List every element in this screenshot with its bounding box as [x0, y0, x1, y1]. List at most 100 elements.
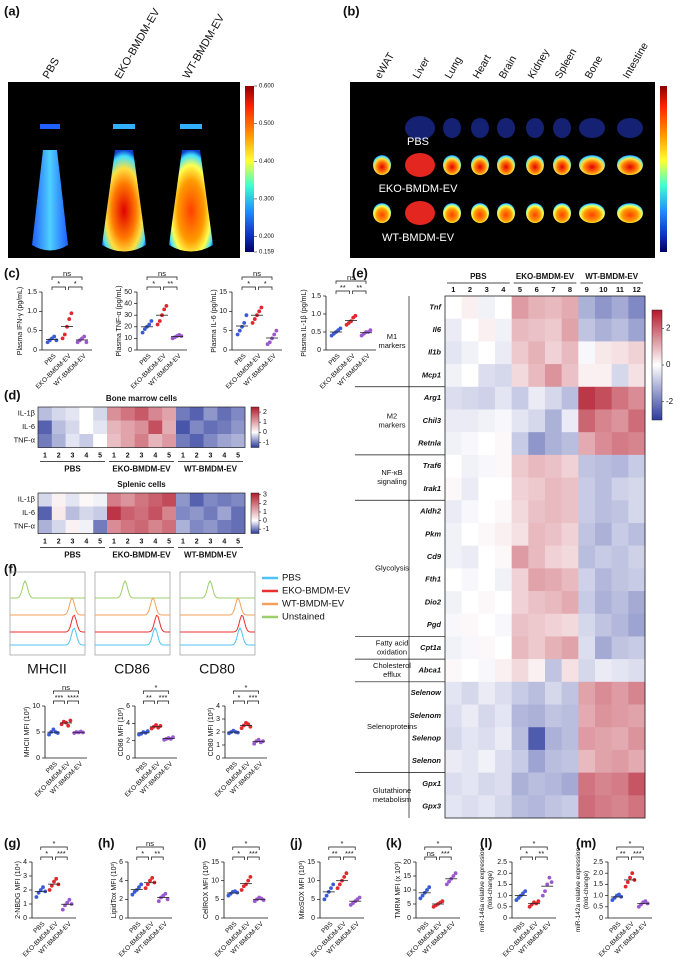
heatmap-cell [107, 520, 122, 534]
heatmap-cell [511, 500, 529, 524]
heatmap-cell [578, 591, 596, 615]
column-number: 1 [181, 452, 185, 459]
sig-bracket [151, 856, 164, 860]
column-number: 5 [167, 452, 171, 459]
heatmap-cell [545, 432, 562, 456]
heatmap-cell [461, 636, 479, 660]
column-number: 2 [126, 538, 130, 545]
heatmap-cell [231, 493, 246, 507]
data-point [272, 332, 277, 337]
heatmap-cell [561, 296, 579, 319]
histogram-curve [95, 614, 170, 633]
colorbar-tick-label: 0.159 [259, 250, 275, 256]
heatmap-cell [611, 568, 629, 592]
y-axis-label: Plasma IL-6 (pg/mL) [211, 289, 218, 352]
heatmap-cell [189, 407, 204, 421]
data-point [55, 731, 60, 735]
heatmap-cell [511, 568, 529, 592]
data-point [623, 884, 628, 889]
data-point [137, 885, 141, 890]
gene-label: Traf6 [423, 461, 442, 470]
data-point [157, 319, 162, 323]
gene-label: Cpt1a [420, 643, 441, 652]
group-label: Selenoproteins [367, 722, 417, 731]
heatmap-cell [511, 432, 529, 456]
gene-label: Il1b [428, 348, 441, 357]
sig-label: * [57, 279, 60, 288]
heatmap-cell [478, 454, 496, 478]
sig-label: ns [62, 683, 70, 692]
y-tick-label: 5 [407, 901, 411, 908]
colorbar-tick-label: 0.500 [259, 121, 275, 127]
data-point [155, 322, 160, 327]
data-point [244, 313, 249, 318]
data-point [252, 317, 257, 321]
column-number: 9 [585, 285, 589, 294]
heatmap-cell [461, 341, 479, 365]
y-tick-label: 0 [126, 755, 130, 762]
heatmap-cell [478, 409, 496, 433]
heatmap-cell [495, 704, 512, 728]
heatmap-cell [495, 500, 512, 524]
heatmap-cell [120, 520, 135, 534]
heatmap-cell [107, 506, 122, 521]
organ [373, 155, 391, 175]
y-tick-label: 1.0 [593, 892, 603, 899]
heatmap-cell [528, 568, 546, 592]
heatmap-cell [545, 500, 562, 524]
y-tick-label: 5 [223, 328, 227, 335]
heatmap-cell [217, 506, 232, 521]
heatmap-cell [628, 568, 646, 592]
heatmap-cell [120, 434, 135, 448]
heatmap-cell [79, 420, 94, 435]
heatmap-cell [528, 296, 546, 319]
heatmap-cell [38, 407, 53, 421]
column-number: 2 [57, 452, 61, 459]
gene-label: Abca1 [417, 665, 441, 674]
heatmap-border [37, 406, 246, 448]
heatmap-cell [231, 434, 246, 448]
heatmap-cell [611, 522, 629, 546]
organ-label: Heart [471, 53, 494, 81]
sig-bracket [233, 690, 259, 694]
organ [526, 203, 544, 223]
heatmap-cell [545, 545, 562, 569]
y-tick-label: 15 [307, 859, 315, 866]
colorbar [250, 406, 260, 448]
data-point [357, 895, 362, 900]
heatmap-cell [445, 659, 462, 683]
column-number: 8 [568, 285, 572, 294]
organ-label: Spleen [553, 46, 580, 80]
data-point [171, 735, 175, 740]
heatmap-border [37, 492, 246, 534]
heatmap-cell [578, 749, 596, 773]
histogram-curve [10, 597, 85, 616]
sig-bracket [343, 856, 356, 860]
data-point [239, 726, 244, 730]
y-tick-label: 0.5 [311, 329, 321, 336]
sig-label: * [247, 279, 250, 288]
heatmap-cell [511, 477, 529, 501]
data-point [259, 305, 264, 310]
heatmap-cell [231, 420, 246, 435]
column-number: 4 [153, 538, 157, 545]
heatmap-cell [478, 636, 496, 660]
heatmap-cell [578, 432, 596, 456]
sig-bracket [67, 700, 79, 704]
column-number: 6 [535, 285, 539, 294]
group-label: markers [378, 341, 405, 350]
heatmap-cell [595, 568, 612, 592]
heatmap-cell [134, 493, 149, 507]
heatmap-cell [445, 772, 462, 796]
sig-label: * [53, 839, 56, 848]
sig-bracket [328, 846, 356, 850]
panel-label: (e) [352, 265, 368, 280]
histogram-box [9, 571, 86, 656]
data-point [60, 907, 65, 912]
heatmap-cell [545, 318, 562, 342]
heatmap-cell [51, 434, 66, 448]
heatmap-cell [478, 386, 496, 410]
heatmap-cell [628, 318, 646, 342]
group-label: Fatty acid [376, 638, 409, 647]
y-tick-label: 0 [215, 915, 219, 922]
